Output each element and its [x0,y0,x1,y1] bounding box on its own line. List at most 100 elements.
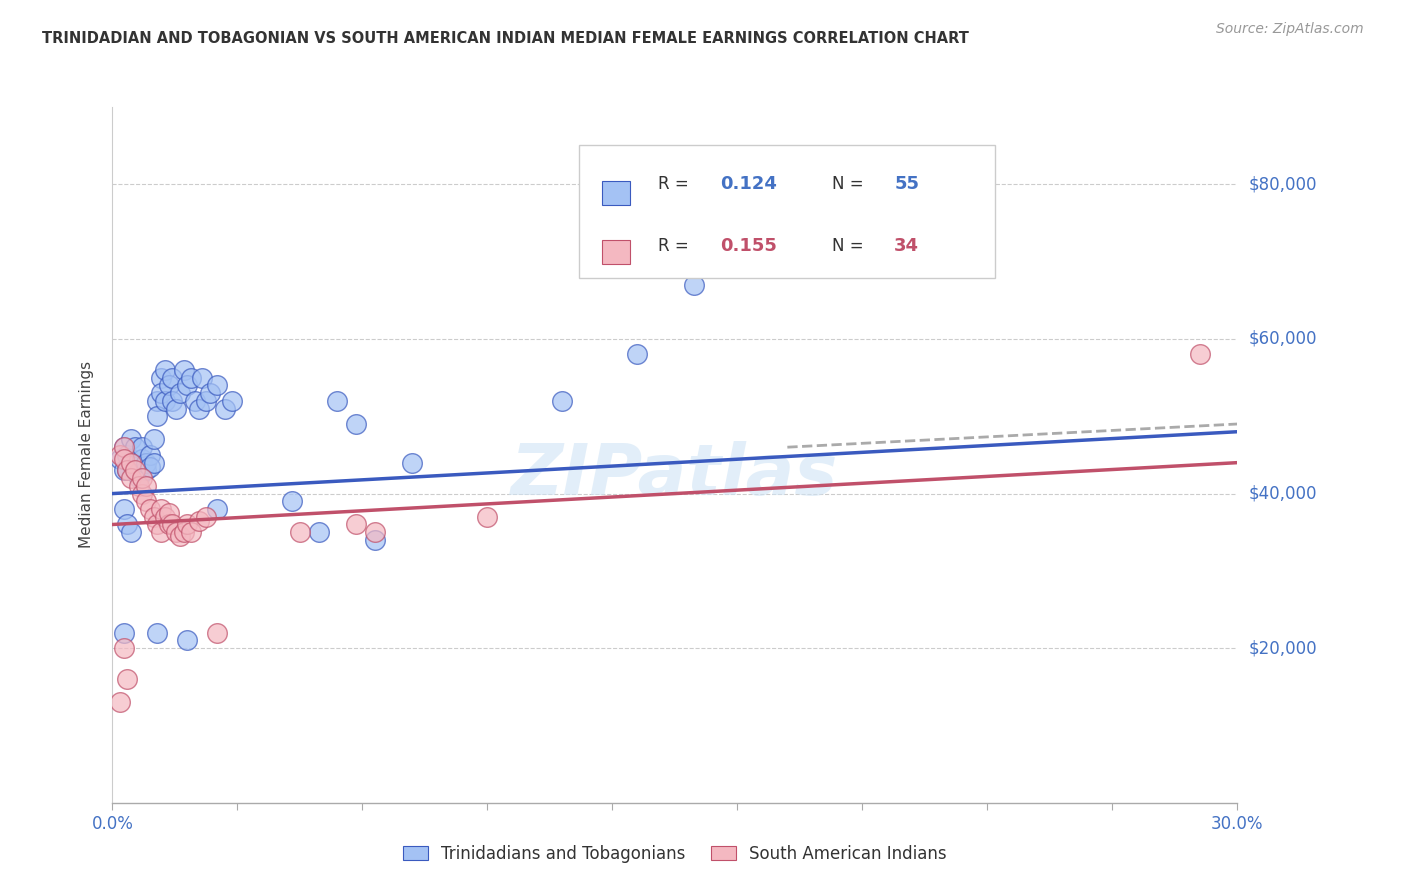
Point [162,393,184,408]
Point [180,525,202,540]
Point [214,401,236,416]
Text: 0.124: 0.124 [720,175,776,193]
Text: N =: N = [832,175,869,193]
Text: Source: ZipAtlas.com: Source: ZipAtlas.com [1216,22,1364,37]
Point [112,502,135,516]
Point [131,471,153,485]
Point [187,401,209,416]
Point [150,525,173,540]
Point [180,370,202,384]
Point [131,451,153,466]
Point [364,525,387,540]
Point [326,393,349,408]
Text: 55: 55 [894,175,920,193]
Point [165,401,187,416]
Point [142,509,165,524]
Y-axis label: Median Female Earnings: Median Female Earnings [79,361,94,549]
Text: R =: R = [658,175,695,193]
Point [142,433,165,447]
Point [344,417,367,431]
Text: 34: 34 [894,237,920,255]
Point [198,386,221,401]
Point [150,502,173,516]
Point [131,486,153,500]
Point [117,463,139,477]
Point [173,363,195,377]
Point [146,517,169,532]
Point [169,386,191,401]
Point [124,440,146,454]
Point [150,370,173,384]
Text: TRINIDADIAN AND TOBAGONIAN VS SOUTH AMERICAN INDIAN MEDIAN FEMALE EARNINGS CORRE: TRINIDADIAN AND TOBAGONIAN VS SOUTH AMER… [42,31,969,46]
Text: 0.155: 0.155 [720,237,776,255]
Point [120,433,142,447]
Point [364,533,387,547]
Point [124,463,146,477]
Point [124,463,146,477]
Point [308,525,330,540]
Point [477,509,499,524]
Point [108,451,131,466]
Point [135,456,157,470]
Point [207,625,229,640]
Point [112,451,135,466]
Point [288,525,311,540]
FancyBboxPatch shape [602,181,630,205]
Point [207,378,229,392]
Point [139,448,162,462]
Text: $80,000: $80,000 [1249,176,1317,194]
Point [139,502,162,516]
Text: $20,000: $20,000 [1249,640,1317,657]
Point [146,625,169,640]
Point [128,479,150,493]
Point [153,509,176,524]
Point [117,448,139,462]
Point [112,440,135,454]
Point [207,502,229,516]
Point [187,514,209,528]
Text: $40,000: $40,000 [1249,484,1317,502]
Point [120,471,142,485]
Point [1188,347,1211,361]
Point [401,456,423,470]
Point [108,695,131,709]
Point [162,517,184,532]
Point [169,529,191,543]
Point [165,525,187,540]
Point [162,370,184,384]
Point [128,471,150,485]
Legend: Trinidadians and Tobagonians, South American Indians: Trinidadians and Tobagonians, South Amer… [395,837,955,871]
Text: $60,000: $60,000 [1249,330,1317,348]
Point [108,448,131,462]
Point [120,456,142,470]
Point [682,277,704,292]
Point [195,509,218,524]
Point [117,672,139,686]
Point [146,393,169,408]
FancyBboxPatch shape [602,240,630,264]
Point [626,347,648,361]
Point [112,440,135,454]
Point [173,525,195,540]
Point [117,517,139,532]
Point [112,463,135,477]
Text: R =: R = [658,237,695,255]
Point [184,393,207,408]
Text: ZIPatlas: ZIPatlas [512,442,838,510]
Point [176,633,198,648]
Point [112,641,135,656]
Point [150,386,173,401]
Point [176,517,198,532]
Point [153,363,176,377]
Point [153,393,176,408]
Point [120,456,142,470]
Point [344,517,367,532]
Point [551,393,574,408]
Point [157,506,180,520]
Point [146,409,169,424]
Point [117,463,139,477]
Text: N =: N = [832,237,869,255]
Point [131,440,153,454]
Point [176,378,198,392]
Point [139,459,162,474]
